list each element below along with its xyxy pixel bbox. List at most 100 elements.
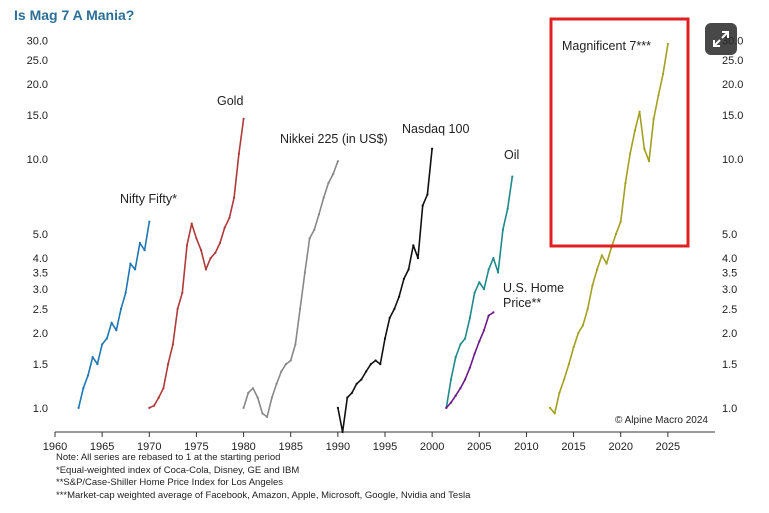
x-tick-label: 2020 [608,441,632,453]
data-point [473,352,476,355]
data-point [511,175,514,178]
y-tick-label-left: 30.0 [27,35,48,47]
note-line: ***Market-cap weighted average of Facebo… [56,489,471,501]
data-point [143,249,146,252]
note-line: **S&P/Case-Shiller Home Price Index for … [56,477,284,488]
series-annotation: Price** [503,296,541,310]
data-point [101,343,104,346]
data-point [266,415,269,418]
data-point [181,291,184,294]
data-point [652,117,655,120]
x-tick-label: 1985 [278,441,302,453]
data-point [426,193,429,196]
data-point [581,324,585,327]
data-point [299,307,302,310]
data-point [157,396,160,399]
series-annotation: Oil [504,148,519,162]
chart-title: Is Mag 7 A Mania? [14,7,135,23]
data-point [336,160,339,163]
expand-button[interactable] [705,23,737,55]
data-point [468,366,471,369]
data-point [492,257,495,260]
data-point [261,412,264,415]
data-point [563,378,566,381]
data-point [464,378,467,381]
data-point [506,207,509,211]
data-point [242,406,245,409]
y-tick-label-left: 25.0 [27,55,48,67]
x-tick-label: 2005 [467,441,491,453]
data-point [666,42,670,46]
data-point [96,363,99,366]
data-point [482,288,486,291]
data-point [398,295,401,298]
data-point [251,387,255,390]
series-line [445,311,494,409]
data-point [388,316,391,319]
data-point [487,268,490,271]
data-point [374,359,377,362]
data-point [624,182,627,185]
y-tick-label-left: 10.0 [27,154,48,166]
data-point [383,337,387,340]
data-point [148,406,151,409]
y-tick-label-right: 15.0 [722,110,743,122]
y-tick-label-right: 20.0 [722,79,743,91]
data-point [346,396,349,399]
y-tick-label-left: 1.0 [33,403,48,415]
data-point [449,401,453,404]
data-point [176,307,179,310]
data-point [228,216,231,219]
data-point [355,382,358,385]
x-tick-label: 1980 [231,441,255,453]
data-point [204,268,207,271]
series-annotation: Nasdaq 100 [402,122,469,136]
data-point [209,257,212,260]
data-point [218,241,222,245]
data-point [558,391,561,394]
data-point [459,343,462,346]
data-point [501,228,504,231]
data-point [294,343,297,346]
data-point [393,307,396,310]
y-tick-label-right: 2.0 [722,328,737,340]
data-point [492,311,495,314]
data-point [629,152,632,155]
data-point [82,387,85,390]
data-point [256,396,259,399]
data-point [416,257,420,260]
data-point [341,430,344,434]
data-point [662,72,665,75]
y-tick-label-right: 1.0 [722,403,737,415]
series-annotation: Nikkei 225 (in US$) [280,132,388,146]
data-point [270,396,273,399]
data-point [284,363,288,366]
y-tick-label-left: 4.0 [33,253,48,265]
data-point [350,391,354,394]
data-point [365,370,368,373]
data-point [303,271,306,274]
data-point [638,110,641,113]
data-point [336,406,339,409]
data-point [129,262,132,265]
series-annotation: Magnificent 7*** [562,39,651,53]
data-point [134,268,137,271]
series-annotation: Nifty Fifty* [120,192,177,206]
data-point [647,160,651,163]
data-point [553,412,556,415]
data-point [454,356,457,359]
data-point [567,363,571,366]
data-point [91,356,94,359]
series-annotation: Gold [217,94,243,108]
x-tick-label: 2015 [561,441,585,453]
y-tick-label-left: 2.5 [33,304,48,316]
data-point [242,117,245,120]
series-line [242,160,339,418]
data-point [124,291,127,294]
data-point [464,337,467,340]
chart-notes: Note: All series are rebased to 1 at the… [56,452,470,502]
data-point [247,391,250,394]
data-point [369,363,372,366]
data-point [412,244,415,247]
data-point [591,284,594,287]
